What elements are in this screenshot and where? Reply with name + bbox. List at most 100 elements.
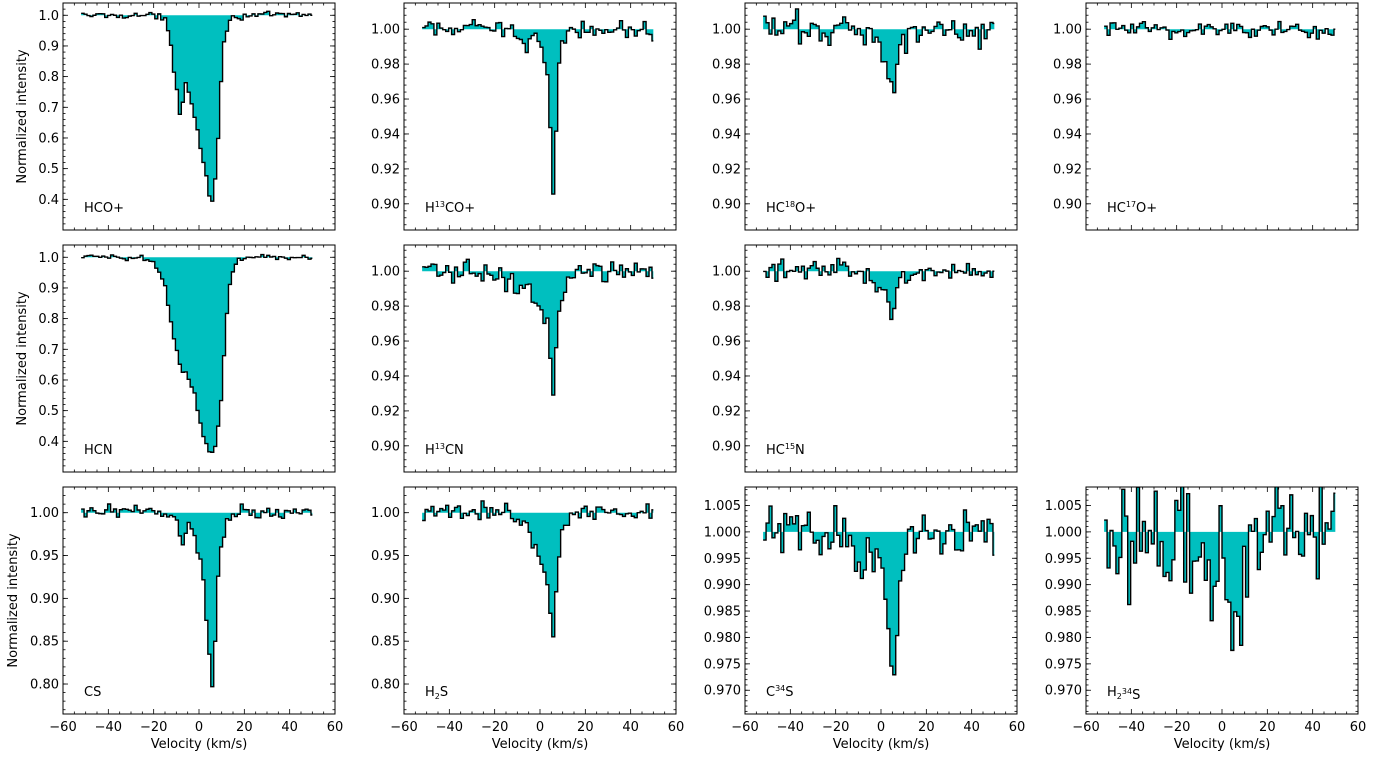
spectrum-panel: 0.90 0.92 0.94 0.96 0.98 1.00 H13CO+ [371,2,677,231]
y-tick-label: 0.90 [712,439,741,454]
y-tick-label: 0.98 [712,300,741,315]
species-label-part: HCN [84,443,113,458]
y-tick-label: 0.8 [38,70,59,85]
species-label: H234S [1107,685,1140,703]
y-tick-label: 0.96 [712,93,741,108]
y-tick-label: 0.970 [704,684,741,699]
y-tick-label: 1.0 [38,251,59,266]
y-tick-label: 0.95 [30,549,59,564]
y-tick-label: 0.980 [1045,631,1082,646]
x-tick-label: −40 [436,720,463,735]
species-label-part: 13 [435,200,445,209]
spectrum-step-line [1104,20,1336,41]
species-label: C34S [766,684,794,700]
spectrum-panel: −60 −40 −20 0 20 40 60 0.80 0.85 0.90 0.95 1.00 CS Ve… [6,486,343,752]
species-label-part: H [425,443,435,458]
y-tick-label: 0.6 [38,131,59,146]
species-label-part: 2 [1117,692,1122,701]
y-tick-label: 0.9 [38,281,59,296]
spectrum-step-line [81,10,313,202]
spectrum-step-line [763,8,995,94]
spectrum-panel: −60 −40 −20 0 20 40 60 0.970 0.975 0.980 0.985 0.99… [1045,486,1367,752]
x-axis-label: Velocity (km/s) [1174,737,1271,752]
y-tick-label: 0.80 [30,678,59,693]
y-tick-label: 0.8 [38,312,59,327]
x-tick-label: 0 [195,720,203,735]
x-tick-label: 60 [1350,720,1367,735]
species-label-part: HC [1107,201,1126,216]
y-tick-label: 0.90 [371,197,400,212]
y-tick-label: 0.92 [1053,162,1082,177]
x-tick-label: 20 [1259,720,1276,735]
spectrum-panel: 0.90 0.92 0.94 0.96 0.98 1.00 HC17O+ [1053,2,1359,231]
y-tick-label: 0.85 [30,635,59,650]
x-tick-label: −60 [49,720,76,735]
y-tick-label: 1.00 [371,265,400,280]
species-label-part: S [785,685,793,700]
y-tick-label: 0.7 [38,343,59,358]
species-label: HC15N [766,442,805,458]
x-tick-label: −40 [1118,720,1145,735]
species-label-part: O+ [795,201,816,216]
y-tick-label: 0.95 [371,549,400,564]
y-tick-label: 0.985 [1045,605,1082,620]
species-label-part: S [440,685,448,700]
y-tick-label: 0.4 [38,435,59,450]
species-label-part: S [1132,688,1140,703]
absorption-fill [422,19,654,195]
spectrum-step-line [1104,487,1336,652]
x-tick-label: 60 [1009,720,1026,735]
y-tick-label: 0.970 [1045,684,1082,699]
spectrum-step-line [81,503,313,688]
y-tick-label: 0.98 [371,58,400,73]
x-tick-label: 0 [877,720,885,735]
y-tick-label: 0.975 [704,657,741,672]
y-tick-label: 0.90 [371,439,400,454]
y-tick-label: 0.90 [1053,197,1082,212]
x-tick-label: −40 [95,720,122,735]
absorption-fill [422,259,654,396]
y-tick-label: 0.9 [38,39,59,54]
y-tick-label: 1.00 [371,23,400,38]
x-tick-label: 20 [918,720,935,735]
species-label-part: H [425,201,435,216]
y-tick-label: 0.92 [371,162,400,177]
y-tick-label: 0.7 [38,101,59,116]
y-tick-label: 0.92 [371,404,400,419]
species-label: HC17O+ [1107,200,1157,216]
x-tick-label: −60 [390,720,417,735]
y-tick-label: 0.96 [1053,93,1082,108]
species-label-part: 15 [785,442,795,451]
y-tick-label: 0.94 [712,127,741,142]
species-label: HCN [84,443,113,458]
y-tick-label: 0.92 [712,162,741,177]
y-tick-label: 0.96 [712,335,741,350]
y-tick-label: 0.995 [704,552,741,567]
x-tick-label: −20 [140,720,167,735]
spectrum-step-line [422,18,654,195]
y-tick-label: 0.980 [704,631,741,646]
species-label-part: CS [84,685,101,700]
y-tick-label: 0.94 [1053,127,1082,142]
x-tick-label: 40 [963,720,980,735]
y-tick-label: 0.96 [371,93,400,108]
x-tick-label: −40 [777,720,804,735]
species-label-part: C [766,685,775,700]
y-tick-label: 0.975 [1045,657,1082,672]
y-tick-label: 0.94 [371,369,400,384]
absorption-fill [763,505,995,675]
x-tick-label: 0 [1218,720,1226,735]
x-tick-label: −20 [481,720,508,735]
species-label-part: HCO+ [84,201,124,216]
x-tick-label: 60 [668,720,685,735]
y-tick-label: 0.98 [712,58,741,73]
species-label-part: H [425,685,435,700]
y-tick-label: 1.000 [704,525,741,540]
spectrum-panel: 0.4 0.5 0.6 0.7 0.8 0.9 1.0 HCN Normalized inten… [15,244,336,473]
y-tick-label: 1.00 [1053,23,1082,38]
x-tick-label: −20 [1163,720,1190,735]
x-tick-label: 20 [577,720,594,735]
y-tick-label: 0.94 [712,369,741,384]
species-label: HC18O+ [766,200,816,216]
